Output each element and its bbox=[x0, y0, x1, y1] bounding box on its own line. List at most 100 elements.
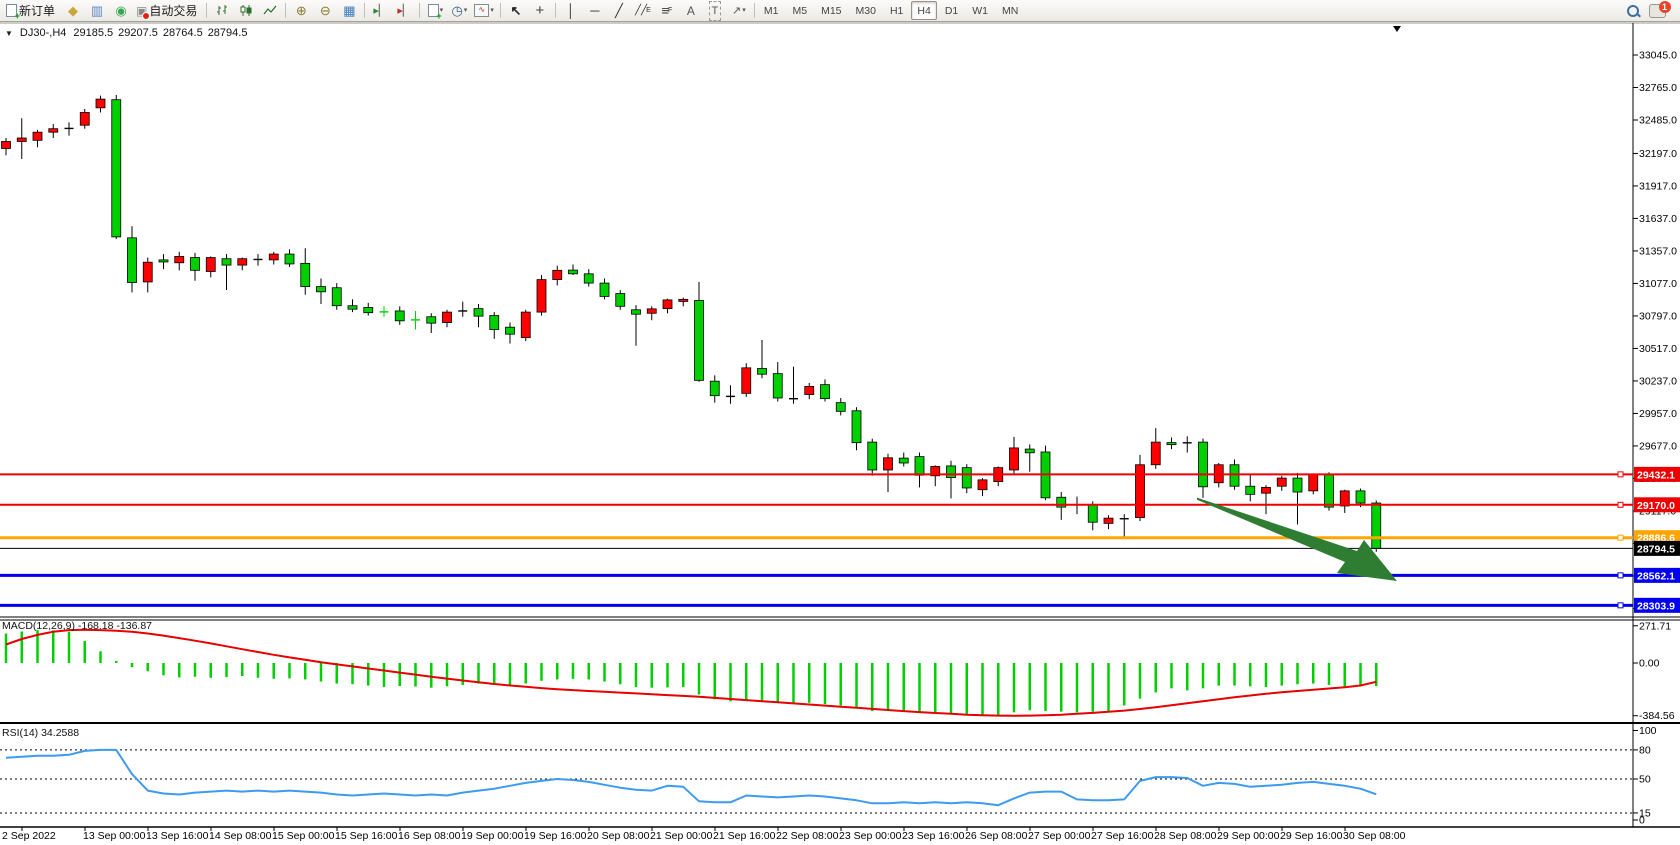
time-label: 21 Sep 00:00 bbox=[650, 830, 713, 842]
hline-handle[interactable] bbox=[1617, 471, 1624, 478]
price-tick: 31357.0 bbox=[1639, 245, 1677, 257]
timeframe-mn[interactable]: MN bbox=[1002, 4, 1019, 17]
hline-handle[interactable] bbox=[1617, 501, 1624, 508]
dropdown-arrow-icon: ▾ bbox=[463, 6, 468, 14]
crosshair-button[interactable]: + bbox=[528, 1, 552, 21]
vertical-line-tool[interactable]: │ bbox=[559, 1, 583, 21]
fibo-sub-label: F bbox=[668, 6, 673, 14]
hline-handle[interactable] bbox=[1617, 534, 1624, 541]
search-button[interactable] bbox=[1621, 1, 1645, 21]
timeframe-group: M1 M5 M15 M30 H1 H4 D1 W1 MN bbox=[758, 1, 1024, 20]
new-order-button[interactable]: + 新订单 bbox=[3, 1, 61, 21]
time-axis[interactable]: 2 Sep 2022 13 Sep 00:00 13 Sep 16:00 14 Sep… bbox=[2, 827, 1406, 842]
time-label: 2 Sep 2022 bbox=[2, 830, 56, 842]
price-axis: 33045.0 32765.0 32485.0 32197.0 31917.0 31637… bbox=[1633, 50, 1680, 615]
price-tick: 30237.0 bbox=[1639, 375, 1677, 387]
price-tick: 33045.0 bbox=[1639, 50, 1677, 62]
arrows-tool[interactable]: ↗ ▾ bbox=[727, 1, 751, 21]
horizontal-line-tool[interactable]: ─ bbox=[583, 1, 607, 21]
time-label: 28 Sep 08:00 bbox=[1154, 830, 1217, 842]
timeframe-h4[interactable]: H4 bbox=[911, 1, 937, 20]
price-tick: 29957.0 bbox=[1639, 408, 1677, 420]
symbol-dropdown-icon[interactable]: ▼ bbox=[5, 29, 13, 38]
dropdown-arrow-icon: ▾ bbox=[439, 6, 444, 14]
timeframe-d1[interactable]: D1 bbox=[944, 4, 959, 17]
dropdown-arrow-icon: ▾ bbox=[742, 6, 746, 14]
crosshair-icon: + bbox=[535, 1, 545, 19]
timeframe-m30[interactable]: M30 bbox=[855, 4, 876, 17]
main-toolbar: + 新订单 ◆ ▥ ◉ ▣ 自动交易 ⊕ ⊖ ▦ ▸ ▏ ▸ ▏ + ▾ ◷ ▾ ∿ ▾ … bbox=[0, 0, 1680, 22]
hline-28303.9[interactable] bbox=[0, 602, 1633, 609]
high-value: 29207.5 bbox=[118, 27, 158, 39]
zoom-out-button[interactable]: ⊖ bbox=[313, 1, 337, 21]
hline-29170.0[interactable] bbox=[0, 501, 1633, 508]
hline-handle[interactable] bbox=[1617, 602, 1624, 609]
shapes-icon: ↗ bbox=[732, 4, 742, 17]
trendline-tool[interactable]: ╱ bbox=[607, 1, 631, 21]
macd-axis-label: -384.56 bbox=[1639, 710, 1675, 722]
hline-28886.6[interactable] bbox=[0, 534, 1633, 541]
hline-handle[interactable] bbox=[1617, 572, 1624, 579]
zoom-in-icon: ⊕ bbox=[295, 2, 307, 18]
signal-button[interactable]: ◉ bbox=[109, 1, 133, 21]
bar-chart-button[interactable] bbox=[210, 1, 234, 21]
time-label: 20 Sep 08:00 bbox=[587, 830, 650, 842]
fibonacci-tool[interactable]: ≡ F bbox=[655, 1, 679, 21]
vline-icon: │ bbox=[566, 2, 575, 18]
timeframe-w1[interactable]: W1 bbox=[972, 4, 989, 17]
timeframe-m15[interactable]: M15 bbox=[821, 4, 842, 17]
cursor-button[interactable]: ↖ bbox=[504, 1, 528, 21]
auto-scroll-button[interactable]: ▸ ▏ bbox=[373, 4, 388, 17]
new-template-button[interactable]: + ▾ bbox=[423, 1, 447, 21]
down-arrow-annotation[interactable] bbox=[1197, 497, 1397, 581]
price-tick: 31077.0 bbox=[1639, 278, 1677, 290]
indicators-button[interactable]: ∿ ▾ bbox=[471, 1, 497, 21]
channel-tool[interactable]: ╱╱ E bbox=[631, 1, 655, 21]
chart-shift-marker[interactable] bbox=[1393, 26, 1401, 32]
price-badge-28303.9: 28303.9 bbox=[1634, 597, 1680, 613]
text-tool[interactable]: A bbox=[679, 1, 703, 21]
candlestick-chart-button[interactable] bbox=[234, 1, 258, 21]
cursor-icon: ↖ bbox=[510, 2, 522, 18]
macd-signal-line bbox=[5, 628, 1377, 717]
gold-tool-icon: ◆ bbox=[68, 2, 79, 18]
price-tick: 30797.0 bbox=[1639, 310, 1677, 322]
rsi-axis-label: 100 bbox=[1639, 725, 1657, 737]
annotation-arrow[interactable] bbox=[1197, 497, 1397, 581]
profiles-button[interactable]: ▥ bbox=[85, 1, 109, 21]
separator bbox=[285, 3, 287, 18]
macd-pane: 271.71 0.00 -384.56 bbox=[4, 620, 1675, 722]
gold-tool-button[interactable]: ◆ bbox=[61, 1, 85, 21]
zoom-in-button[interactable]: ⊕ bbox=[289, 1, 313, 21]
rsi-indicator-label: RSI(14) 34.2588 bbox=[2, 727, 80, 739]
timeframe-m1[interactable]: M1 bbox=[763, 4, 779, 17]
price-tick: 30517.0 bbox=[1639, 343, 1677, 355]
chart-shift-button[interactable]: ▸ ▏ bbox=[397, 4, 412, 17]
timeframe-h1[interactable]: H1 bbox=[889, 4, 904, 17]
period-clock-button[interactable]: ◷ ▾ bbox=[447, 1, 471, 21]
dropdown-arrow-icon: ▾ bbox=[490, 6, 494, 14]
template-icon: + bbox=[427, 4, 442, 21]
hline-29432.1[interactable] bbox=[0, 471, 1633, 478]
tile-windows-button[interactable]: ▦ bbox=[337, 1, 361, 21]
text-label-tool[interactable]: T bbox=[703, 0, 727, 21]
line-chart-button[interactable] bbox=[258, 1, 282, 21]
indicators-icon: ∿ bbox=[474, 4, 490, 17]
time-label: 27 Sep 00:00 bbox=[1028, 830, 1091, 842]
separator bbox=[753, 3, 755, 18]
time-label: 23 Sep 16:00 bbox=[902, 830, 965, 842]
rsi-line bbox=[5, 748, 1377, 807]
candles-layer bbox=[1, 95, 1382, 552]
new-order-icon: + bbox=[6, 4, 20, 21]
autotrading-button[interactable]: ▣ 自动交易 bbox=[133, 1, 203, 21]
price-tick: 32485.0 bbox=[1639, 115, 1677, 127]
horizontal-lines-layer[interactable] bbox=[0, 471, 1633, 609]
new-order-label: 新订单 bbox=[19, 3, 56, 18]
open-value: 29185.5 bbox=[73, 27, 114, 39]
time-label: 15 Sep 16:00 bbox=[335, 830, 398, 842]
timeframe-m5[interactable]: M5 bbox=[792, 4, 808, 17]
notifications-button[interactable]: 1 bbox=[1645, 0, 1671, 21]
tile-windows-icon: ▦ bbox=[343, 2, 356, 18]
